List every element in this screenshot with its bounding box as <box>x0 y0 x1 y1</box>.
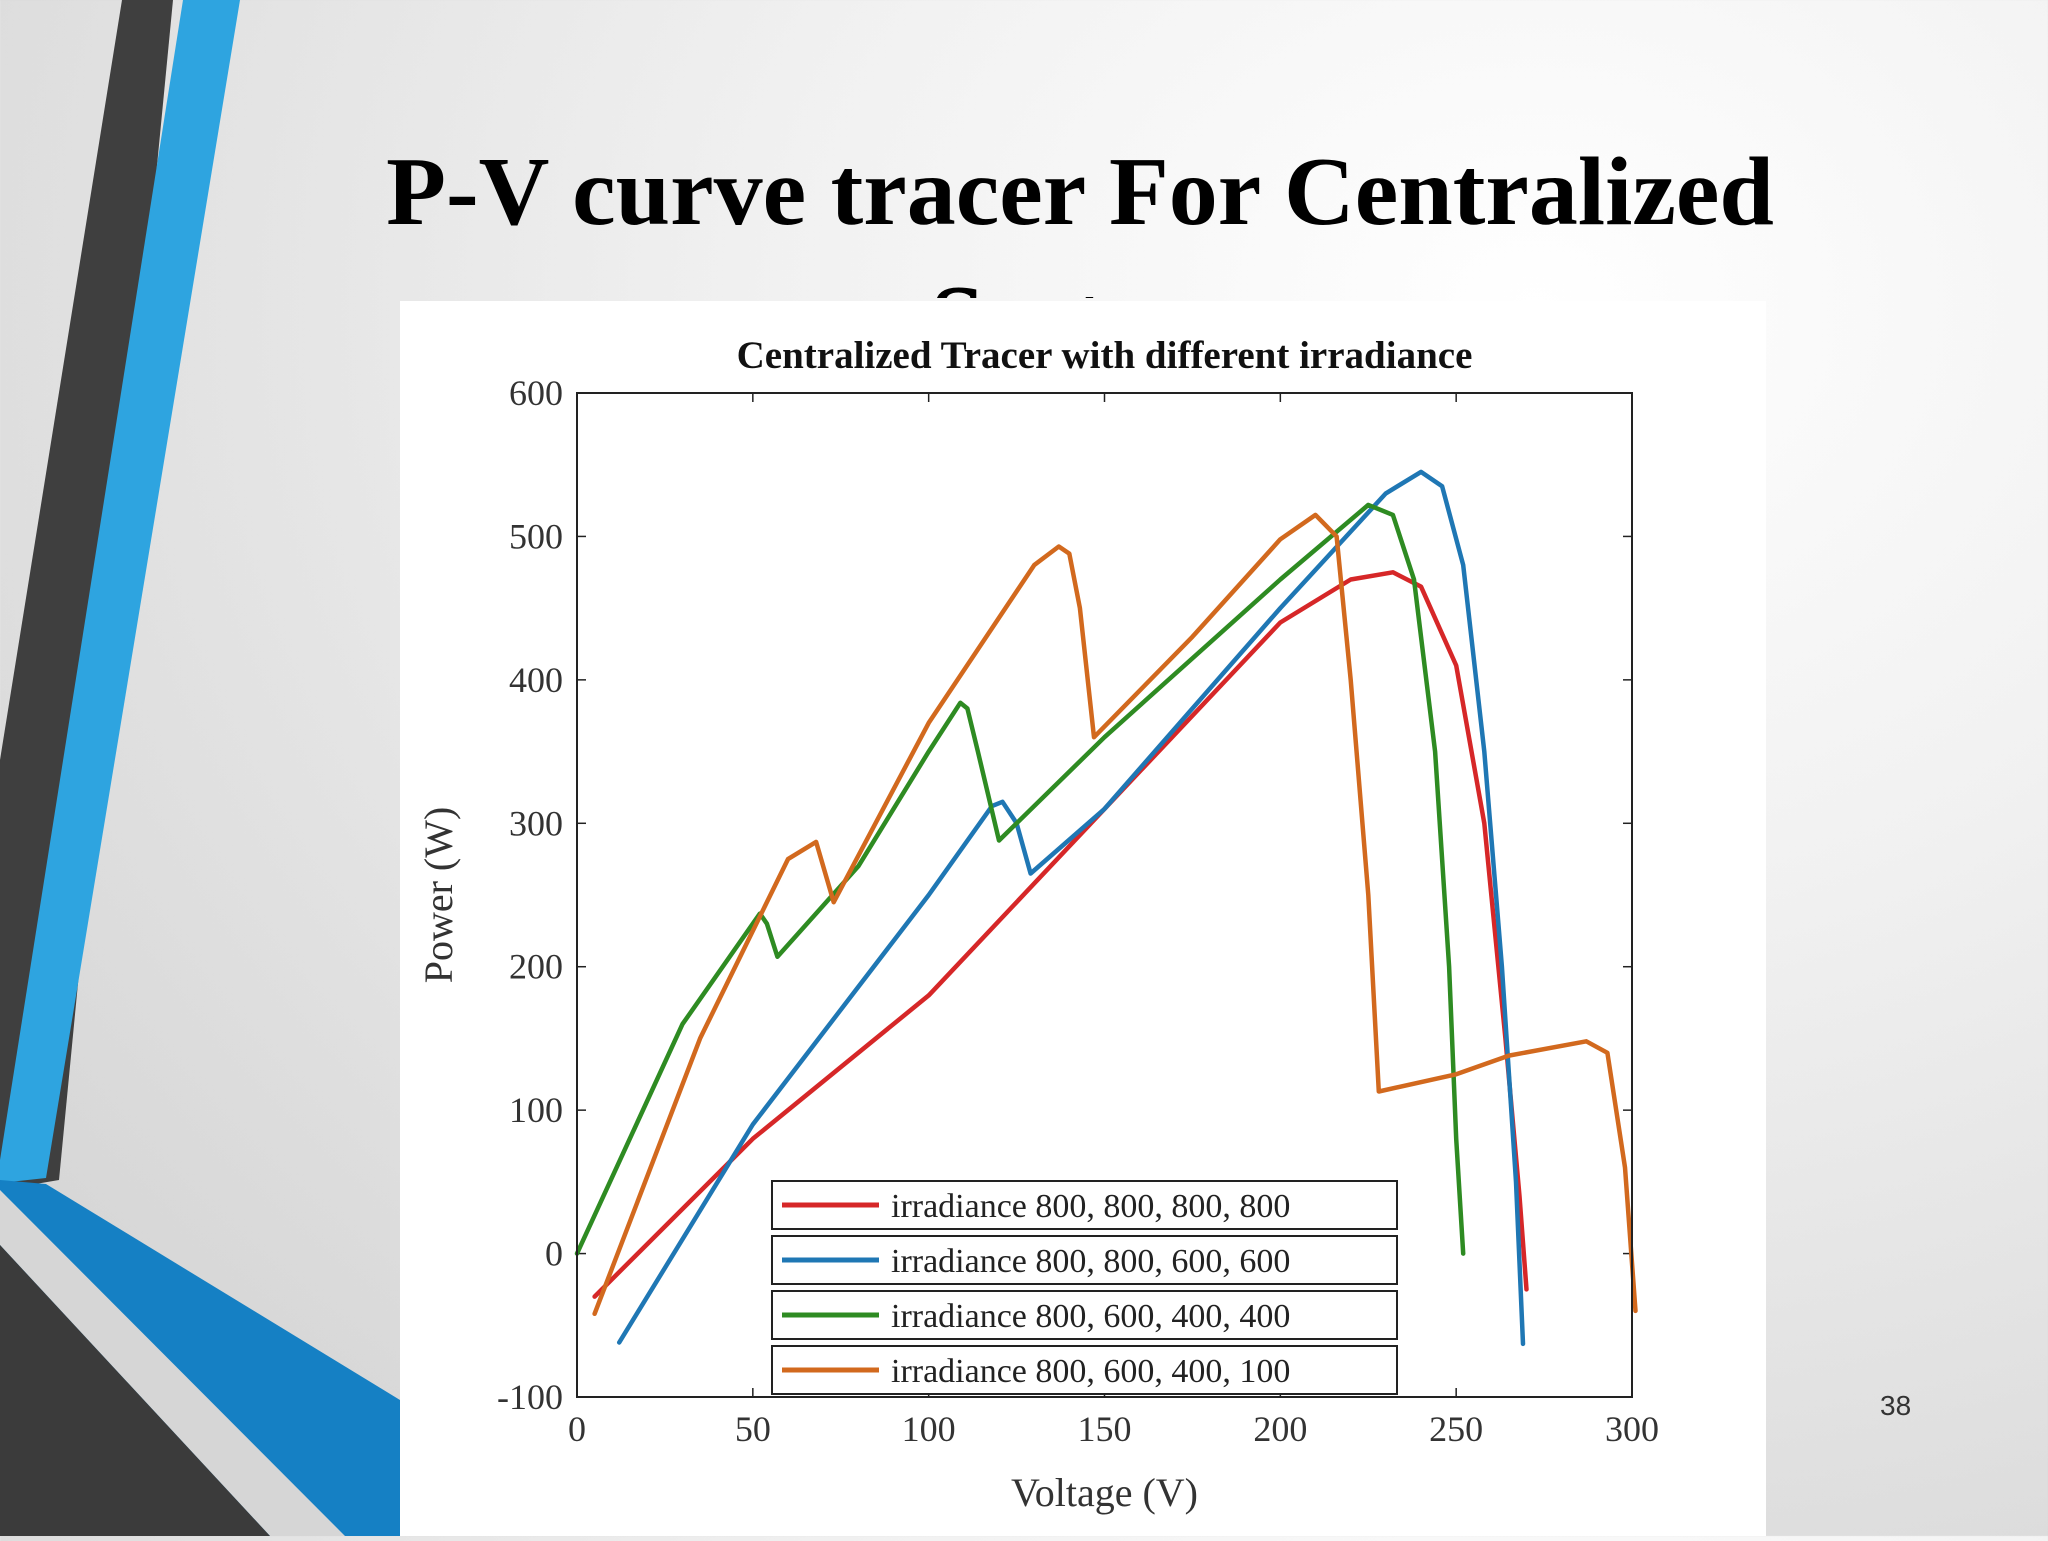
y-tick-label: 500 <box>509 516 563 556</box>
chart-figure: Centralized Tracer with different irradi… <box>400 301 1766 1536</box>
x-tick-label: 200 <box>1253 1409 1307 1449</box>
x-axis-label: Voltage (V) <box>1011 1470 1198 1515</box>
y-tick-label: 600 <box>509 373 563 413</box>
legend-entry-label: irradiance 800, 600, 400, 400 <box>891 1298 1290 1335</box>
y-tick-label: 200 <box>509 947 563 987</box>
legend-entry-label: irradiance 800, 800, 600, 600 <box>891 1243 1290 1280</box>
y-tick-label: 300 <box>509 803 563 843</box>
accent-band-gray <box>0 1190 345 1536</box>
legend-entry-label: irradiance 800, 800, 800, 800 <box>891 1188 1290 1225</box>
series-line-2 <box>616 469 1526 1347</box>
chart-title: Centralized Tracer with different irradi… <box>737 334 1473 377</box>
y-axis-label: Power (W) <box>416 807 461 984</box>
pv-chart: Centralized Tracer with different irradi… <box>416 334 1659 1515</box>
page-number: 38 <box>1880 1390 1912 1421</box>
legend-entry-label: irradiance 800, 600, 400, 100 <box>891 1353 1290 1390</box>
slide-title: P-V curve tracer For Centralized System <box>386 138 1774 298</box>
y-tick-label: -100 <box>497 1377 563 1417</box>
accent-band-dark <box>0 1245 270 1536</box>
accent-stripe-blue <box>0 0 240 1183</box>
y-tick-label: 400 <box>509 660 563 700</box>
y-tick-label: 100 <box>509 1090 563 1130</box>
plot-area-frame <box>576 392 1633 1398</box>
series-line-3 <box>574 502 1466 1256</box>
x-tick-label: 250 <box>1429 1409 1483 1449</box>
x-tick-label: 0 <box>568 1409 586 1449</box>
series-line-4 <box>592 512 1638 1317</box>
x-tick-label: 300 <box>1605 1409 1659 1449</box>
x-tick-label: 150 <box>1078 1409 1132 1449</box>
y-tick-label: 0 <box>545 1234 563 1274</box>
x-tick-label: 100 <box>902 1409 956 1449</box>
x-tick-label: 50 <box>735 1409 771 1449</box>
